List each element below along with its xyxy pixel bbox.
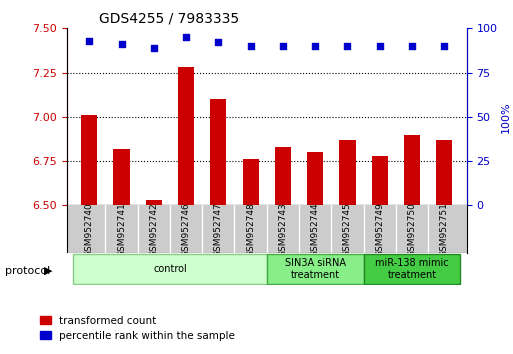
Point xyxy=(182,34,190,40)
Point xyxy=(85,38,93,44)
Text: GDS4255 / 7983335: GDS4255 / 7983335 xyxy=(98,12,239,26)
Text: ▶: ▶ xyxy=(44,266,52,276)
FancyBboxPatch shape xyxy=(267,254,364,284)
Text: GSM952744: GSM952744 xyxy=(311,202,320,257)
Bar xyxy=(404,135,420,205)
Bar xyxy=(146,200,162,205)
Text: GSM952748: GSM952748 xyxy=(246,202,255,257)
Text: GSM952745: GSM952745 xyxy=(343,202,352,257)
Point xyxy=(440,43,448,49)
Bar xyxy=(340,140,356,205)
Point xyxy=(117,41,126,47)
Point xyxy=(311,43,319,49)
FancyBboxPatch shape xyxy=(364,254,460,284)
Bar xyxy=(178,67,194,205)
Point xyxy=(150,45,158,51)
Point xyxy=(279,43,287,49)
Point xyxy=(343,43,351,49)
Bar xyxy=(307,152,323,205)
Bar xyxy=(436,140,452,205)
Text: protocol: protocol xyxy=(5,266,50,276)
Bar xyxy=(371,156,388,205)
Text: GSM952743: GSM952743 xyxy=(279,202,287,257)
Point xyxy=(376,43,384,49)
Text: GSM952749: GSM952749 xyxy=(375,202,384,257)
Text: GSM952746: GSM952746 xyxy=(182,202,191,257)
Text: GSM952741: GSM952741 xyxy=(117,202,126,257)
Legend: transformed count, percentile rank within the sample: transformed count, percentile rank withi… xyxy=(36,312,239,345)
Text: GSM952750: GSM952750 xyxy=(407,202,417,257)
Point xyxy=(214,40,223,45)
Text: control: control xyxy=(153,264,187,274)
Bar xyxy=(113,149,130,205)
Text: SIN3A siRNA
treatment: SIN3A siRNA treatment xyxy=(285,258,346,280)
Bar xyxy=(243,159,259,205)
Text: miR-138 mimic
treatment: miR-138 mimic treatment xyxy=(375,258,449,280)
Bar xyxy=(81,115,97,205)
FancyBboxPatch shape xyxy=(73,254,267,284)
Text: GSM952742: GSM952742 xyxy=(149,202,159,257)
Point xyxy=(247,43,255,49)
Bar xyxy=(275,147,291,205)
Bar xyxy=(210,99,226,205)
Y-axis label: 100%: 100% xyxy=(500,101,510,133)
Text: GSM952747: GSM952747 xyxy=(214,202,223,257)
Text: GSM952751: GSM952751 xyxy=(440,202,449,257)
Point xyxy=(408,43,416,49)
Text: GSM952740: GSM952740 xyxy=(85,202,94,257)
